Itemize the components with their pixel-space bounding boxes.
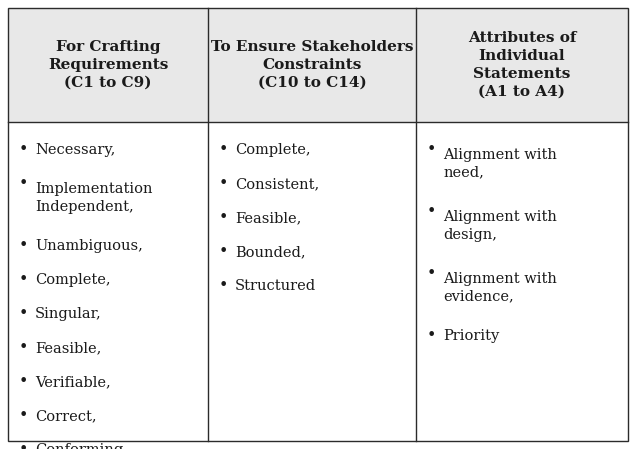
Text: Priority: Priority [443, 329, 499, 343]
Text: Structured: Structured [235, 279, 316, 293]
Bar [208, 8, 416, 122]
Text: Correct,: Correct, [35, 409, 97, 423]
Bar [416, 8, 628, 122]
Text: Complete,: Complete, [235, 143, 310, 157]
Text: •: • [18, 272, 28, 289]
Text: •: • [218, 141, 228, 158]
Text: •: • [218, 210, 228, 226]
Text: To Ensure Stakeholders
Constraints
(C10 to C14): To Ensure Stakeholders Constraints (C10 … [211, 40, 413, 90]
Text: •: • [426, 265, 436, 282]
Text: Unambiguous,: Unambiguous, [35, 239, 143, 253]
Text: Alignment with
evidence,: Alignment with evidence, [443, 273, 557, 304]
Text: •: • [18, 374, 28, 391]
Text: Attributes of
Individual
Statements
(A1 to A4): Attributes of Individual Statements (A1 … [467, 31, 576, 99]
Text: •: • [18, 305, 28, 322]
Text: •: • [18, 441, 28, 449]
Text: •: • [18, 176, 28, 193]
Text: Feasible,: Feasible, [35, 341, 101, 355]
Text: Conforming: Conforming [35, 443, 123, 449]
Text: Alignment with
need,: Alignment with need, [443, 148, 557, 180]
Text: Implementation
Independent,: Implementation Independent, [35, 182, 153, 214]
Text: •: • [218, 176, 228, 193]
Text: Verifiable,: Verifiable, [35, 375, 111, 389]
Text: •: • [426, 327, 436, 344]
Text: Alignment with
design,: Alignment with design, [443, 210, 557, 242]
Text: Singular,: Singular, [35, 307, 102, 321]
Text: •: • [18, 238, 28, 255]
Text: •: • [218, 243, 228, 260]
Text: Necessary,: Necessary, [35, 143, 115, 157]
Text: For Crafting
Requirements
(C1 to C9): For Crafting Requirements (C1 to C9) [48, 40, 168, 90]
Text: Feasible,: Feasible, [235, 211, 301, 225]
Text: •: • [18, 141, 28, 158]
Text: Bounded,: Bounded, [235, 245, 306, 259]
Text: •: • [18, 408, 28, 424]
Text: Consistent,: Consistent, [235, 177, 319, 191]
Text: •: • [218, 277, 228, 295]
Text: •: • [18, 339, 28, 357]
Text: •: • [426, 141, 436, 158]
Text: •: • [426, 203, 436, 220]
Text: Complete,: Complete, [35, 273, 111, 287]
Bar [8, 8, 208, 122]
